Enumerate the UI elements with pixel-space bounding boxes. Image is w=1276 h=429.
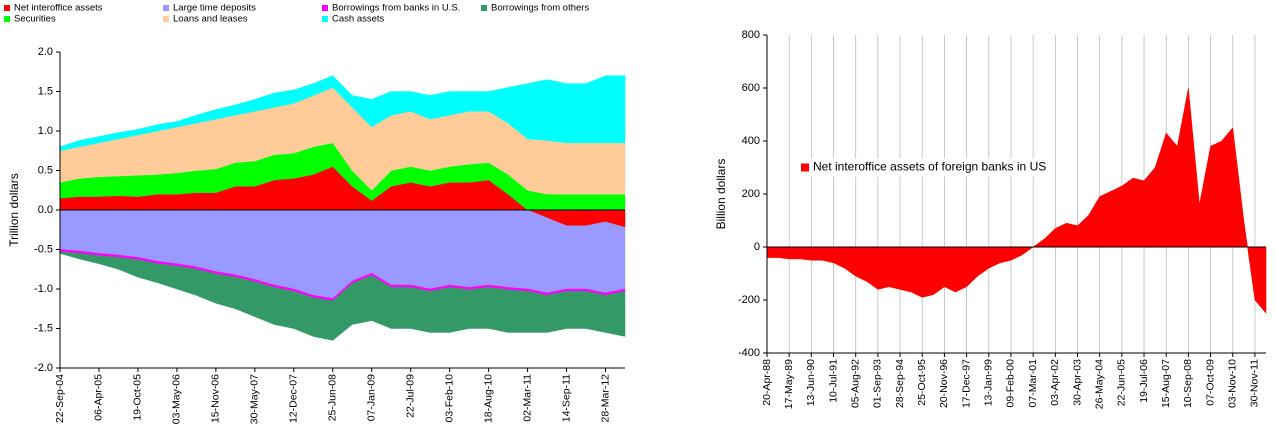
- y-tick-label: 0.5: [38, 164, 53, 176]
- x-tick-label: 10-Sep-08: [1182, 359, 1194, 408]
- x-tick-label: 05-Aug-92: [849, 359, 861, 408]
- legend-label: Large time deposits: [173, 3, 256, 14]
- y-tick-label: -0.5: [34, 243, 53, 255]
- x-tick-label: 14-Sep-11: [560, 374, 572, 422]
- y-tick-label: -1.5: [34, 322, 53, 334]
- legend-label: Cash assets: [332, 14, 385, 25]
- x-tick-label: 07-Oct-09: [1204, 359, 1216, 406]
- x-tick-label: 22-Jun-05: [1116, 359, 1128, 406]
- legend-swatch: [163, 16, 169, 22]
- y-tick-label: -400: [738, 347, 760, 359]
- legend-label: Loans and leases: [173, 14, 248, 25]
- x-tick-label: 17-Dec-97: [960, 359, 972, 408]
- y-tick-label: 800: [742, 29, 760, 41]
- x-tick-label: 19-Jul-06: [1138, 359, 1150, 403]
- y-tick-label: 400: [742, 135, 760, 147]
- x-tick-label: 25-Oct-95: [916, 359, 928, 406]
- legend-label: Net interoffice assets: [14, 3, 103, 14]
- x-tick-label: 22-Jul-09: [404, 374, 416, 418]
- x-tick-label: 30-May-07: [249, 374, 261, 424]
- x-tick-label: 12-Dec-07: [288, 374, 300, 423]
- legend-swatch: [322, 5, 328, 11]
- legend-label: Borrowings from banks in U.S.: [332, 3, 460, 14]
- legend-swatch: [481, 5, 487, 11]
- x-tick-label: 15-Aug-07: [1160, 359, 1172, 408]
- legend-swatch: [322, 16, 328, 22]
- x-tick-label: 13-Jan-99: [983, 359, 995, 406]
- x-tick-label: 09-Feb-00: [1005, 359, 1017, 408]
- x-tick-label: 22-Sep-04: [54, 374, 66, 423]
- y-tick-label: 1.0: [38, 125, 53, 137]
- legend-swatch: [4, 5, 10, 11]
- x-tick-label: 02-Mar-11: [521, 374, 533, 422]
- area: [59, 209, 626, 299]
- legend-label: Borrowings from others: [491, 3, 589, 14]
- x-tick-label: 26-May-04: [1093, 359, 1105, 409]
- x-tick-label: 28-Sep-94: [894, 359, 906, 408]
- legend-swatch: [4, 16, 10, 22]
- x-tick-label: 13-Jun-90: [805, 359, 817, 406]
- x-tick-label: 30-Apr-03: [1071, 359, 1083, 406]
- x-tick-label: 07-Jan-09: [366, 374, 378, 421]
- area: [59, 251, 626, 341]
- y-tick-label: -200: [738, 294, 760, 306]
- y-tick-label: 200: [742, 188, 760, 200]
- x-tick-label: 20-Apr-88: [761, 359, 773, 406]
- legend-box: [797, 158, 1053, 177]
- x-tick-label: 06-Apr-05: [93, 374, 105, 421]
- y-tick-label: -1.0: [34, 283, 53, 295]
- x-tick-label: 17-May-89: [783, 359, 795, 409]
- y-axis-label: Trillion dollars: [7, 173, 21, 247]
- x-tick-label: 03-Apr-02: [1049, 359, 1061, 406]
- x-tick-label: 10-Jul-91: [827, 359, 839, 403]
- y-tick-label: 0: [754, 241, 760, 253]
- legend-label: Securities: [14, 14, 56, 25]
- area: [766, 87, 1267, 314]
- x-tick-label: 01-Sep-93: [872, 359, 884, 408]
- x-tick-label: 07-Mar-01: [1027, 359, 1039, 408]
- x-tick-label: 28-Mar-12: [599, 374, 611, 423]
- area: [59, 75, 626, 152]
- x-tick-label: 03-Feb-10: [443, 374, 455, 423]
- y-tick-label: 2.0: [38, 46, 53, 58]
- x-tick-label: 25-Jun-08: [327, 374, 339, 421]
- legend-swatch: [163, 5, 169, 11]
- x-tick-label: 30-Nov-11: [1249, 359, 1261, 407]
- y-tick-label: 600: [742, 82, 760, 94]
- x-tick-label: 03-Nov-10: [1227, 359, 1239, 408]
- x-tick-label: 20-Nov-96: [938, 359, 950, 408]
- y-axis-label: Billion dollars: [714, 159, 728, 230]
- y-tick-label: 1.5: [38, 85, 53, 97]
- legend-swatch: [801, 163, 809, 172]
- y-tick-label: 0.0: [38, 204, 53, 216]
- y-tick-label: -2.0: [34, 362, 53, 374]
- legend-label: Net interoffice assets of foreign banks …: [813, 160, 1046, 174]
- x-tick-label: 19-Oct-05: [132, 374, 144, 421]
- x-tick-label: 18-Aug-10: [482, 374, 494, 423]
- x-tick-label: 03-May-06: [171, 374, 183, 424]
- x-tick-label: 15-Nov-06: [210, 374, 222, 423]
